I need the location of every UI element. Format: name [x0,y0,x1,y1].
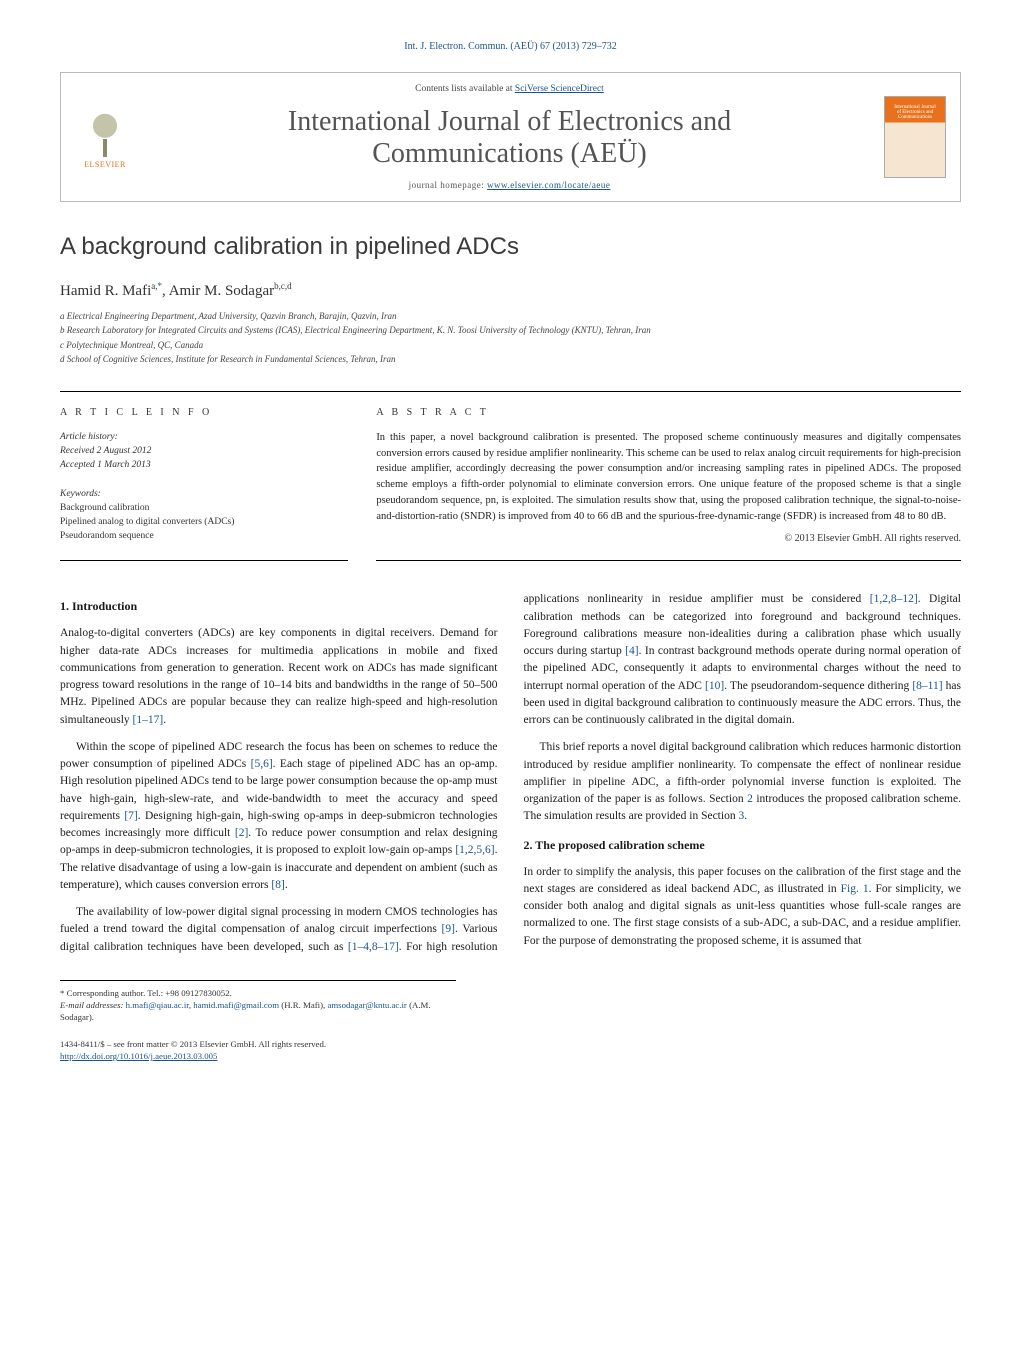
affil-a: a Electrical Engineering Department, Aza… [60,310,961,324]
author-1: Hamid R. Mafi [60,283,151,299]
ref-link[interactable]: [1–17] [133,714,164,726]
author-2-affil-sup: b,c,d [274,281,292,291]
publisher-logo-text: ELSEVIER [84,159,126,170]
running-head: Int. J. Electron. Commun. (AEÜ) 67 (2013… [60,40,961,54]
authors-line: Hamid R. Mafia,*, Amir M. Sodagarb,c,d [60,280,961,302]
section-1-head: 1. Introduction [60,597,498,615]
accepted-date: Accepted 1 March 2013 [60,460,151,470]
contents-prefix: Contents lists available at [415,84,515,94]
figure-ref-link[interactable]: Fig. 1 [841,883,869,895]
ref-link[interactable]: [2] [235,827,248,839]
abstract-head: A B S T R A C T [376,406,961,420]
journal-line-1: International Journal of Electronics and [288,106,731,137]
journal-homepage-line: journal homepage: www.elsevier.com/locat… [135,179,884,192]
ref-link[interactable]: [1–4,8–17] [348,941,399,953]
article-info-column: A R T I C L E I N F O Article history: R… [60,391,348,562]
email-label: E-mail addresses: [60,1000,126,1010]
s1-para-1: Analog-to-digital converters (ADCs) are … [60,625,498,729]
s1p4-c: . [744,810,747,822]
abstract-text: In this paper, a novel background calibr… [376,430,961,525]
ref-link[interactable]: [1,2,5,6] [455,844,494,856]
keywords-label: Keywords: [60,487,348,501]
keyword-3: Pseudorandom sequence [60,531,154,541]
doi-link[interactable]: http://dx.doi.org/10.1016/j.aeue.2013.03… [60,1051,217,1061]
email-link-3[interactable]: amsodagar@kntu.ac.ir [327,1000,406,1010]
journal-cover-thumbnail: International Journal of Electronics and… [884,96,946,178]
s1p3-f: . The pseudorandom-sequence dithering [724,680,912,692]
s1p1-text-a: Analog-to-digital converters (ADCs) are … [60,627,498,725]
email-paren-1: (H.R. Mafi), [279,1000,327,1010]
ref-link[interactable]: [4] [625,645,638,657]
contents-available-line: Contents lists available at SciVerse Sci… [135,83,884,96]
homepage-prefix: journal homepage: [409,180,487,190]
cover-band-text: International Journal of Electronics and… [885,105,945,120]
journal-header-center: Contents lists available at SciVerse Sci… [135,83,884,191]
ref-link[interactable]: [9] [442,923,455,935]
body-two-columns: 1. Introduction Analog-to-digital conver… [60,591,961,958]
article-info-head: A R T I C L E I N F O [60,406,348,420]
ref-link[interactable]: [10] [705,680,724,692]
cover-band-3: Communications [898,115,932,120]
keyword-1: Background calibration [60,503,149,513]
affil-b: b Research Laboratory for Integrated Cir… [60,324,961,338]
elsevier-tree-icon [81,109,129,157]
abstract-column: A B S T R A C T In this paper, a novel b… [376,391,961,562]
issn-doi-block: 1434-8411/$ – see front matter © 2013 El… [60,1038,961,1063]
author-2: Amir M. Sodagar [169,283,274,299]
s1p1-text-b: . [163,714,166,726]
s1-para-4: This brief reports a novel digital backg… [524,739,962,825]
affil-c: c Polytechnique Montreal, QC, Canada [60,339,961,353]
ref-link[interactable]: [8] [271,879,284,891]
affil-d: d School of Cognitive Sciences, Institut… [60,353,961,367]
journal-header: ELSEVIER Contents lists available at Sci… [60,72,961,202]
affiliations: a Electrical Engineering Department, Aza… [60,310,961,367]
article-history: Article history: Received 2 August 2012 … [60,430,348,473]
email-line: E-mail addresses: h.mafi@qiau.ac.ir, ham… [60,999,456,1024]
journal-homepage-link[interactable]: www.elsevier.com/locate/aeue [487,180,610,190]
info-abstract-row: A R T I C L E I N F O Article history: R… [60,391,961,562]
issn-line: 1434-8411/$ – see front matter © 2013 El… [60,1038,961,1050]
corresponding-author-footnote: * Corresponding author. Tel.: +98 091278… [60,980,456,1024]
section-2-head: 2. The proposed calibration scheme [524,836,962,854]
author-separator: , [162,283,169,299]
ref-link[interactable]: [8–11] [912,680,942,692]
sciencedirect-link[interactable]: SciVerse ScienceDirect [515,84,604,94]
s1p3-a: The availability of low-power digital si… [60,906,498,935]
email-link-2[interactable]: hamid.mafi@gmail.com [193,1000,279,1010]
s1-para-2: Within the scope of pipelined ADC resear… [60,739,498,894]
history-label: Article history: [60,430,348,444]
publisher-logo: ELSEVIER [75,104,135,170]
corr-author-line: * Corresponding author. Tel.: +98 091278… [60,987,456,999]
journal-line-2: Communications (AEÜ) [372,138,647,169]
abstract-copyright: © 2013 Elsevier GmbH. All rights reserve… [376,532,961,546]
keyword-2: Pipelined analog to digital converters (… [60,517,234,527]
email-link-1[interactable]: h.mafi@qiau.ac.ir [126,1000,189,1010]
s1p2-f: . [285,879,288,891]
s2-para-1: In order to simplify the analysis, this … [524,864,962,950]
journal-name: International Journal of Electronics and… [135,106,884,170]
ref-link[interactable]: [1,2,8–12] [870,593,918,605]
ref-link[interactable]: [5,6] [251,758,273,770]
keywords-block: Keywords: Background calibration Pipelin… [60,487,348,544]
ref-link[interactable]: [7] [124,810,137,822]
received-date: Received 2 August 2012 [60,446,151,456]
article-title: A background calibration in pipelined AD… [60,230,961,264]
